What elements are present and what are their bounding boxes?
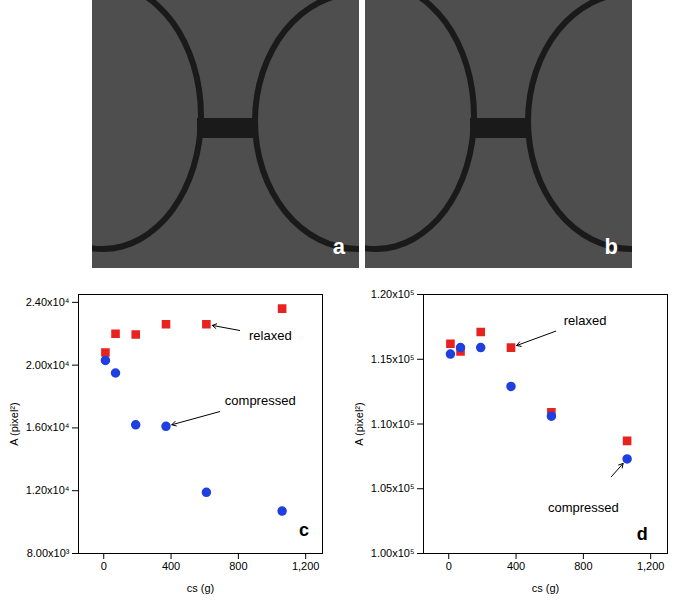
svg-text:0: 0 — [446, 560, 452, 572]
svg-text:compressed: compressed — [225, 393, 296, 408]
svg-text:1.00x10⁵: 1.00x10⁵ — [371, 547, 415, 559]
svg-text:relaxed: relaxed — [564, 313, 607, 328]
svg-text:1,200: 1,200 — [292, 560, 320, 572]
svg-text:A (pixel²): A (pixel²) — [353, 402, 365, 445]
svg-text:1.20x10⁴: 1.20x10⁴ — [26, 484, 70, 496]
svg-text:c: c — [299, 520, 309, 540]
svg-text:1.20x10⁵: 1.20x10⁵ — [371, 288, 415, 300]
svg-text:1.10x10⁵: 1.10x10⁵ — [371, 418, 415, 430]
svg-text:2.00x10⁴: 2.00x10⁴ — [26, 359, 70, 371]
svg-text:d: d — [637, 524, 648, 544]
html-text:b: b — [604, 234, 618, 259]
svg-text:cs (g): cs (g) — [532, 582, 560, 594]
svg-text:1,200: 1,200 — [637, 560, 665, 572]
svg-text:relaxed: relaxed — [249, 328, 292, 343]
svg-text:800: 800 — [574, 560, 592, 572]
svg-text:1.15x10⁵: 1.15x10⁵ — [371, 353, 415, 365]
html-text:a: a — [332, 234, 345, 259]
svg-text:compressed: compressed — [548, 500, 619, 515]
svg-text:1.05x10⁵: 1.05x10⁵ — [371, 482, 415, 494]
svg-text:cs (g): cs (g) — [187, 582, 215, 594]
svg-text:400: 400 — [162, 560, 180, 572]
svg-text:400: 400 — [507, 560, 525, 572]
svg-text:1.60x10⁴: 1.60x10⁴ — [26, 421, 70, 433]
svg-text:8.00x10³: 8.00x10³ — [27, 547, 70, 559]
svg-text:2.40x10⁴: 2.40x10⁴ — [26, 296, 70, 308]
svg-text:800: 800 — [229, 560, 247, 572]
svg-text:0: 0 — [101, 560, 107, 572]
svg-text:A (pixel²): A (pixel²) — [8, 402, 20, 445]
